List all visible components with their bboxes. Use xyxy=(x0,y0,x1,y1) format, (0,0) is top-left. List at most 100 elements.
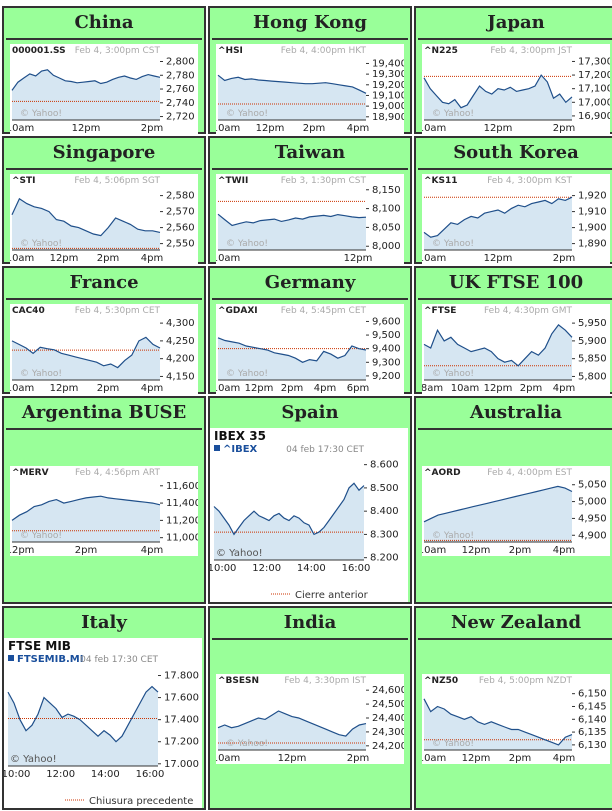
x-tick-label: 2pm xyxy=(520,383,542,394)
chart-twii[interactable]: 8,150 8,100 8,050 8,000 10am 12pm ^TWII Feb 3, … xyxy=(216,174,404,264)
x-tick-label: 4pm xyxy=(141,545,163,556)
timestamp: Feb 3, 1:30pm CST xyxy=(281,176,367,186)
x-tick-label: 12pm xyxy=(484,123,513,134)
index-symbol: ^TWII xyxy=(218,176,248,186)
yahoo-watermark: © Yahoo! xyxy=(432,239,474,249)
x-tick-label: 2pm xyxy=(141,123,163,134)
x-tick-label: 12pm xyxy=(50,383,79,394)
y-tick-label: 17.000 xyxy=(164,759,199,770)
price-line xyxy=(7,685,159,743)
x-tick-label: 10am xyxy=(10,253,34,264)
x-tick-label: 2pm xyxy=(509,753,531,764)
index-symbol: ^HSI xyxy=(218,46,243,56)
market-title: Spain xyxy=(281,402,339,423)
y-tick-label: 2,740 xyxy=(166,98,195,109)
x-tick-label: 12pm xyxy=(344,253,373,264)
title-divider xyxy=(418,428,612,430)
y-tick-label: 24,600 xyxy=(372,685,404,696)
index-title: FTSE MIB xyxy=(8,639,71,653)
price-area xyxy=(218,214,366,250)
x-tick-label: 12pm xyxy=(72,123,101,134)
yahoo-watermark: © Yahoo! xyxy=(20,239,62,249)
y-tick-label: 19,400 xyxy=(372,58,404,69)
y-tick-label: 5,800 xyxy=(578,371,607,382)
market-cell-hong-kong: Hong Kong 19,400 19,300 19,200 19,100 19,000 1… xyxy=(208,6,412,134)
x-tick-label: 4pm xyxy=(347,123,369,134)
y-tick-label: 4,300 xyxy=(166,318,195,329)
title-divider xyxy=(6,428,202,430)
y-tick-label: 8.600 xyxy=(370,460,399,471)
y-tick-label: 24,500 xyxy=(372,699,404,710)
price-area xyxy=(424,698,572,750)
chart-merv[interactable]: 11,600 11,400 11,200 11,000 12pm 2pm 4pm ^MERV F… xyxy=(10,466,198,556)
timestamp: Feb 4, 4:30pm GMT xyxy=(484,306,573,316)
chart-n225[interactable]: 17,300 17,200 17,100 17,000 16,900 10am 12pm 2p… xyxy=(422,44,610,134)
y-tick-label: 16,900 xyxy=(578,111,610,122)
y-tick-label: 11,200 xyxy=(166,515,198,526)
y-tick-label: 2,560 xyxy=(166,223,195,234)
chart-bsesn[interactable]: 24,600 24,500 24,400 24,300 24,200 10am 12pm 2p… xyxy=(216,674,404,764)
y-tick-label: 17.600 xyxy=(164,693,199,704)
chart-aord[interactable]: 5,050 5,000 4,950 4,900 10am 12pm 2pm 4pm ^AORD F… xyxy=(422,466,610,556)
y-tick-label: 6,150 xyxy=(578,689,607,700)
chart-svg: 11,600 11,400 11,200 11,000 12pm 2pm 4pm ^MERV F… xyxy=(10,468,198,556)
x-tick-label: 2pm xyxy=(553,123,575,134)
y-tick-label: 11,000 xyxy=(166,533,198,544)
yahoo-watermark: © Yahoo! xyxy=(226,239,268,249)
chart-ftsemibmi[interactable]: 17.800 17.600 17.400 17.200 17.000 10:00 12:00… xyxy=(4,638,202,808)
chart-svg: 4,300 4,250 4,200 4,150 10am 12pm 2pm 4pm CAC40 F… xyxy=(10,306,195,394)
market-title: New Zealand xyxy=(450,612,582,633)
timestamp: Feb 4, 5:45pm CET xyxy=(281,306,367,316)
title-divider xyxy=(418,168,612,170)
x-tick-label: 10:00 xyxy=(4,769,30,780)
x-tick-label: 12pm xyxy=(10,545,34,556)
market-title: Australia xyxy=(470,402,562,423)
x-tick-label: 2pm xyxy=(553,253,575,264)
x-tick-label: 12pm xyxy=(256,123,285,134)
market-title: Argentina BUSE xyxy=(21,402,187,423)
x-tick-label: 2pm xyxy=(97,383,119,394)
market-cell-australia: Australia 5,050 5,000 4,950 4,900 10am 12pm 2pm… xyxy=(414,396,612,604)
x-tick-label: 14:00 xyxy=(91,769,120,780)
y-tick-label: 2,580 xyxy=(166,191,195,202)
y-tick-label: 5,850 xyxy=(578,354,607,365)
timestamp: Feb 4, 4:56pm ART xyxy=(75,468,161,478)
chart-gdaxi[interactable]: 9,600 9,500 9,400 9,300 9,200 10am 12pm 2pm 4pm 6… xyxy=(216,304,404,394)
x-tick-label: 4pm xyxy=(141,253,163,264)
chart-svg: 8.600 8.500 8.400 8.300 8.200 10:00 12:00 14:00… xyxy=(210,429,399,601)
chart-ftse[interactable]: 5,950 5,900 5,850 5,800 8am 10am 12pm 2pm 4pm ^FT… xyxy=(422,304,610,394)
x-tick-label: 12pm xyxy=(462,545,491,556)
y-tick-label: 6,145 xyxy=(578,701,607,712)
y-tick-label: 24,300 xyxy=(372,727,404,738)
y-tick-label: 8.300 xyxy=(370,529,399,540)
market-title: Singapore xyxy=(52,142,156,163)
market-cell-japan: Japan17,30017,20017,10017,00016,90010am1… xyxy=(414,6,612,134)
y-tick-label: 17,100 xyxy=(578,84,610,95)
chart-ibex[interactable]: 8.600 8.500 8.400 8.300 8.200 10:00 12:00 14:00… xyxy=(210,428,408,602)
index-symbol: ^GDAXI xyxy=(218,306,258,316)
y-tick-label: 17,300 xyxy=(578,56,610,67)
x-tick-label: 10:00 xyxy=(210,563,236,574)
index-symbol: FTSEMIB.MI xyxy=(17,654,83,665)
chart-000001ss[interactable]: 2,800 2,780 2,760 2,740 2,720 10am 12pm 2pm 0000… xyxy=(10,44,198,134)
y-tick-label: 4,250 xyxy=(166,336,195,347)
chart-cac40[interactable]: 4,300 4,250 4,200 4,150 10am 12pm 2pm 4pm CAC40 F… xyxy=(10,304,198,394)
title-divider xyxy=(6,168,202,170)
price-area xyxy=(214,483,364,560)
chart-ks11[interactable]: 1,920 1,910 1,900 1,890 10am 12pm 2pm ^KS11 Feb … xyxy=(422,174,610,264)
price-area xyxy=(12,69,160,120)
chart-sti[interactable]: 2,580 2,570 2,560 2,550 10am 12pm 2pm 4pm ^STI Fe… xyxy=(10,174,198,264)
legend-swatch xyxy=(8,655,14,661)
price-area xyxy=(8,686,158,766)
y-tick-label: 19,200 xyxy=(372,80,404,91)
market-title: France xyxy=(69,272,139,293)
chart-svg: 1,920 1,910 1,900 1,890 10am 12pm 2pm ^KS11 Feb … xyxy=(422,176,607,264)
market-cell-germany: Germany 9,600 9,500 9,400 9,300 9,200 10am 12pm… xyxy=(208,266,412,394)
market-cell-taiwan: Taiwan 8,150 8,100 8,050 8,000 10am 12pm ^TWII F… xyxy=(208,136,412,264)
chart-svg: 9,600 9,500 9,400 9,300 9,200 10am 12pm 2pm 4pm 6… xyxy=(216,306,401,394)
index-symbol: ^KS11 xyxy=(424,176,458,186)
